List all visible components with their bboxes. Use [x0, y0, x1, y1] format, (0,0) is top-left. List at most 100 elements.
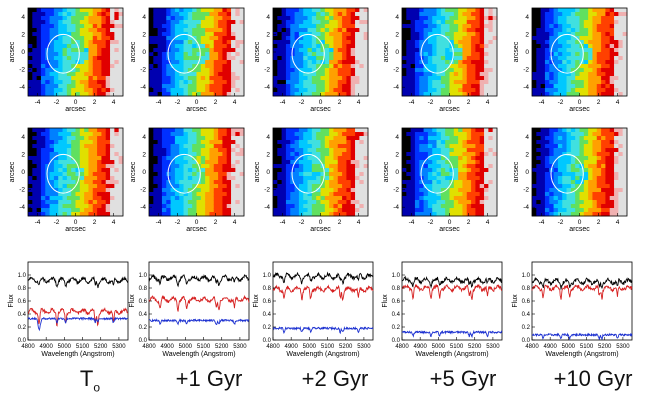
map-pixel: [239, 180, 245, 185]
map-pixel: [553, 196, 559, 201]
map-pixel: [71, 52, 76, 57]
map-pixel: [414, 164, 420, 169]
map-pixel: [105, 156, 111, 161]
map-pixel: [557, 28, 563, 33]
map-pixel: [484, 88, 489, 93]
map-pixel: [92, 160, 98, 165]
map-pixel: [609, 48, 615, 53]
map-pixel: [307, 76, 313, 81]
map-pixel: [235, 60, 241, 65]
map-pixel: [307, 84, 313, 89]
map-pixel: [40, 64, 46, 69]
map-pixel: [58, 180, 63, 185]
map-pixel: [355, 168, 360, 173]
map-pixel: [192, 156, 197, 161]
map-pixel: [213, 156, 219, 161]
map-pixel: [66, 84, 72, 89]
x-tick-label: 4: [616, 99, 620, 106]
map-pixel: [350, 48, 356, 53]
map-pixel: [406, 168, 412, 173]
map-pixel: [114, 72, 120, 77]
map-pixel: [209, 28, 215, 33]
map-pixel: [324, 88, 330, 93]
map-pixel: [355, 176, 360, 181]
map-pixel: [596, 76, 602, 81]
map-pixel: [277, 16, 283, 21]
map-pixel: [66, 40, 72, 45]
map-pixel: [84, 144, 89, 149]
map-pixel: [218, 144, 223, 149]
map-pixel: [566, 192, 572, 197]
map-pixel: [62, 12, 68, 17]
map-pixel: [226, 192, 232, 197]
map-pixel: [213, 72, 219, 77]
map-pixel: [277, 92, 283, 97]
map-pixel: [192, 212, 197, 217]
map-pixel: [432, 176, 437, 181]
map-pixel: [479, 128, 485, 133]
map-pixel: [200, 92, 206, 97]
map-pixel: [449, 148, 455, 153]
map-pixel: [402, 12, 407, 17]
map-pixel: [311, 168, 317, 173]
map-pixel: [277, 20, 283, 25]
map-pixel: [118, 92, 124, 97]
map-pixel: [88, 152, 94, 157]
map-pixel: [97, 140, 102, 145]
map-pixel: [294, 52, 300, 57]
map-pixel: [196, 16, 202, 21]
map-pixel: [166, 136, 171, 141]
map-pixel: [200, 44, 206, 49]
map-pixel: [588, 152, 593, 157]
map-pixel: [324, 92, 330, 97]
map-pixel: [196, 132, 202, 137]
map-pixel: [281, 36, 287, 41]
map-pixel: [277, 188, 283, 193]
map-pixel: [605, 16, 611, 21]
map-pixel: [492, 28, 498, 33]
map-pixel: [75, 80, 81, 85]
map-pixel: [453, 188, 459, 193]
map-pixel: [614, 48, 619, 53]
map-pixel: [53, 200, 59, 205]
map-pixel: [277, 168, 283, 173]
map-pixel: [475, 72, 481, 77]
map-pixel: [192, 136, 197, 141]
map-pixel: [484, 180, 489, 185]
map-pixel: [311, 12, 317, 17]
map-pixel: [170, 20, 176, 25]
map-pixel: [157, 16, 163, 21]
map-pixel: [88, 196, 94, 201]
map-pixel: [544, 144, 550, 149]
map-pixel: [187, 24, 193, 29]
map-pixel: [492, 64, 498, 69]
map-pixel: [118, 44, 124, 49]
map-pixel: [462, 204, 468, 209]
map-pixel: [592, 176, 598, 181]
map-pixel: [36, 188, 42, 193]
map-pixel: [458, 28, 463, 33]
map-pixel: [45, 132, 50, 137]
map-pixel: [170, 204, 176, 209]
map-pixel: [592, 28, 598, 33]
map-pixel: [414, 144, 420, 149]
map-pixel: [592, 60, 598, 65]
map-pixel: [226, 140, 232, 145]
map-pixel: [346, 188, 352, 193]
map-pixel: [342, 200, 347, 205]
map-pixel: [471, 176, 476, 181]
map-pixel: [445, 8, 450, 13]
map-pixel: [440, 44, 446, 49]
map-pixel: [466, 208, 472, 213]
map-pixel: [196, 156, 202, 161]
map-pixel: [273, 204, 278, 209]
map-pixel: [200, 144, 206, 149]
map-pixel: [601, 156, 606, 161]
map-pixel: [28, 180, 33, 185]
map-pixel: [239, 188, 245, 193]
map-pixel: [290, 196, 295, 201]
map-pixel: [562, 52, 567, 57]
map-pixel: [436, 188, 442, 193]
map-pixel: [445, 196, 450, 201]
map-pixel: [40, 12, 46, 17]
